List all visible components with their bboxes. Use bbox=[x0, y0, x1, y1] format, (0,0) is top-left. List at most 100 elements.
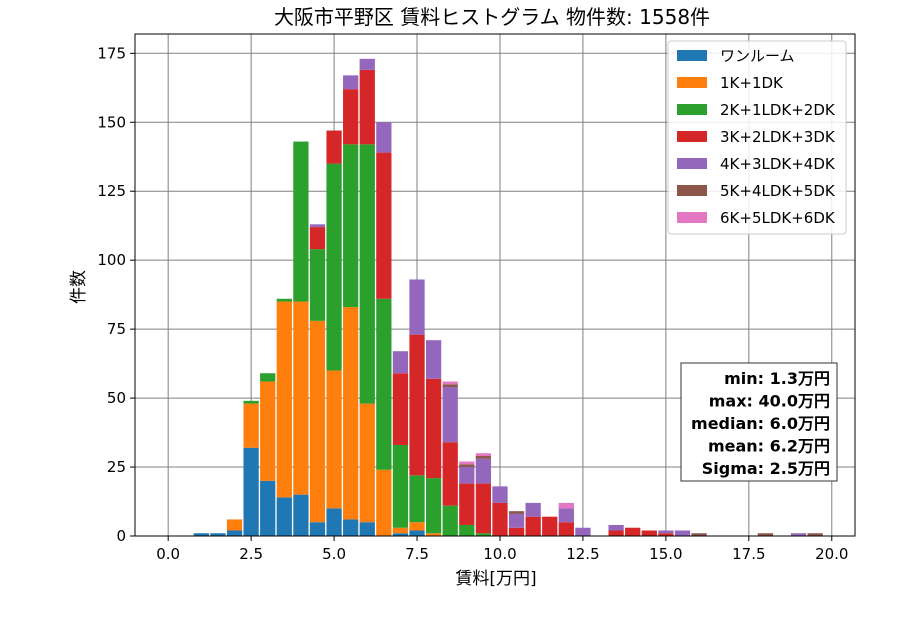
bar-segment bbox=[442, 387, 458, 443]
bar-segment bbox=[641, 530, 657, 536]
bar-segment bbox=[392, 527, 409, 534]
bar-segment bbox=[525, 502, 541, 517]
bar-segment bbox=[343, 519, 359, 536]
stats-frame bbox=[680, 362, 838, 482]
bar-segment bbox=[359, 69, 375, 145]
bar-segment bbox=[376, 469, 392, 536]
stats-line: median: 6.0万円 bbox=[691, 414, 830, 433]
plot-frame bbox=[134, 33, 856, 537]
axes: 0.0 2.5 5.0 7.5 10.0 12.5 15.0 17.5 20.0 0 25 50 75 1… bbox=[97, 33, 856, 563]
bar-segment bbox=[359, 144, 375, 404]
x-tick-label: 15.0 bbox=[649, 545, 682, 563]
bar-segment bbox=[508, 513, 525, 528]
legend-swatch bbox=[677, 131, 707, 142]
stats-line: max: 40.0万円 bbox=[709, 392, 830, 411]
bar-segment bbox=[276, 298, 292, 302]
bar-segment bbox=[425, 533, 442, 536]
bar-segment bbox=[542, 516, 558, 536]
bar-segment bbox=[210, 533, 226, 536]
bar-segment bbox=[276, 301, 292, 498]
legend-frame bbox=[667, 40, 847, 235]
legend-swatch bbox=[677, 104, 707, 115]
bar-segment bbox=[376, 298, 392, 470]
bar-segment bbox=[425, 478, 442, 534]
bar-segment bbox=[309, 227, 326, 250]
x-tick-label: 0.0 bbox=[156, 545, 180, 563]
bar-segment bbox=[359, 522, 375, 536]
legend-swatch bbox=[677, 185, 707, 196]
bar-segment bbox=[459, 483, 475, 525]
bar-segment bbox=[575, 527, 591, 536]
bar-segment bbox=[293, 141, 309, 302]
bar-segment bbox=[260, 480, 276, 536]
bar-segment bbox=[475, 533, 492, 536]
bar-segment bbox=[608, 524, 624, 531]
bar-segment bbox=[442, 442, 458, 506]
bar-segment bbox=[608, 530, 624, 536]
bar-segment bbox=[525, 516, 541, 536]
legend-label: ワンルーム bbox=[720, 47, 795, 65]
bar-segment bbox=[492, 502, 508, 536]
bar-segment bbox=[625, 527, 641, 536]
y-tick-label: 150 bbox=[97, 113, 126, 131]
y-tick-label: 100 bbox=[97, 251, 126, 269]
legend-label: 2K+1LDK+2DK bbox=[720, 101, 836, 119]
y-tick-label: 0 bbox=[116, 527, 126, 545]
x-tick-label: 12.5 bbox=[566, 545, 599, 563]
x-tick-label: 7.5 bbox=[405, 545, 429, 563]
bar-segment bbox=[343, 307, 359, 520]
bar-segment bbox=[691, 533, 707, 536]
bar-segment bbox=[492, 486, 508, 503]
bar-segment bbox=[226, 519, 243, 531]
bar-segment bbox=[309, 522, 326, 536]
bar-segment bbox=[243, 447, 259, 536]
bar-segment bbox=[475, 456, 492, 459]
bar-segment bbox=[459, 467, 475, 484]
x-tick-label: 2.5 bbox=[239, 545, 263, 563]
legend: ワンルーム 1K+1DK 2K+1LDK+2DK 3K+2LDK+3DK 4K+3LDK… bbox=[667, 40, 847, 235]
bar-segment bbox=[326, 163, 342, 371]
bar-segment bbox=[674, 530, 691, 536]
bar-segment bbox=[475, 453, 492, 457]
bar-segment bbox=[260, 381, 276, 481]
x-axis-label: 賃料[万円] bbox=[455, 569, 536, 589]
bar-segment bbox=[326, 130, 342, 164]
bar-segment bbox=[658, 530, 674, 534]
bar-segment bbox=[442, 381, 458, 385]
bar-segment bbox=[442, 505, 458, 536]
bar-segment bbox=[309, 320, 326, 523]
bar-segment bbox=[409, 475, 425, 523]
bar-segment bbox=[293, 301, 309, 495]
bar-segment bbox=[193, 533, 209, 536]
bar-segment bbox=[558, 502, 574, 509]
bar-segment bbox=[309, 224, 326, 228]
bar-segment bbox=[475, 483, 492, 534]
bar-segment bbox=[343, 89, 359, 145]
bars bbox=[193, 58, 823, 536]
bar-segment bbox=[376, 152, 392, 299]
x-tick-label: 17.5 bbox=[732, 545, 765, 563]
y-tick-label: 25 bbox=[107, 458, 126, 476]
bar-segment bbox=[359, 403, 375, 523]
bar-segment bbox=[243, 403, 259, 448]
bar-segment bbox=[409, 334, 425, 476]
legend-swatch bbox=[677, 212, 707, 223]
bar-segment bbox=[409, 522, 425, 531]
legend-swatch bbox=[677, 77, 707, 88]
x-tick-label: 10.0 bbox=[483, 545, 516, 563]
legend-label: 6K+5LDK+6DK bbox=[720, 209, 836, 227]
stats-line: mean: 6.2万円 bbox=[708, 437, 830, 456]
bar-segment bbox=[459, 461, 475, 465]
stats-line: min: 1.3万円 bbox=[724, 369, 830, 388]
bar-segment bbox=[409, 279, 425, 335]
bar-segment bbox=[558, 522, 574, 536]
bar-segment bbox=[392, 444, 409, 528]
y-axis-label: 件数 bbox=[69, 270, 89, 304]
bar-segment bbox=[359, 58, 375, 70]
legend-label: 5K+4LDK+5DK bbox=[720, 182, 836, 200]
bar-segment bbox=[475, 458, 492, 484]
bar-segment bbox=[376, 122, 392, 153]
bar-segment bbox=[508, 527, 525, 536]
bar-segment bbox=[757, 533, 774, 536]
bar-segment bbox=[226, 530, 243, 536]
